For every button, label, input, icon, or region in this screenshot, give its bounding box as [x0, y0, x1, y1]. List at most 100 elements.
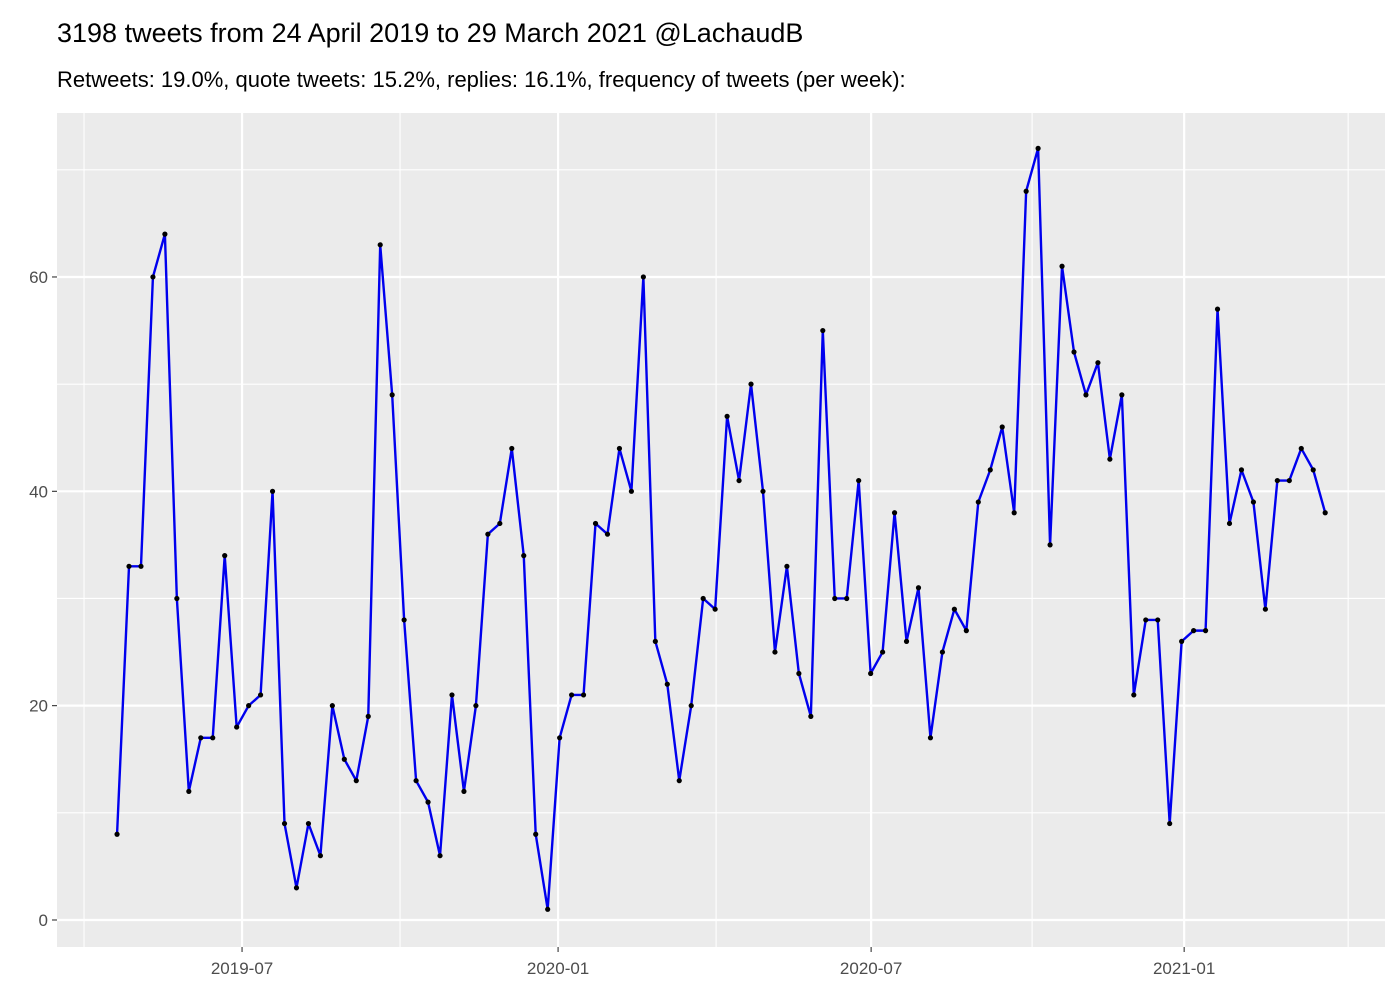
- y-tick-label: 40: [29, 482, 48, 501]
- data-point: [939, 649, 946, 655]
- data-point: [820, 327, 826, 334]
- data-point: [688, 703, 694, 709]
- data-point: [1274, 477, 1280, 484]
- data-point: [856, 477, 862, 484]
- data-point: [1035, 145, 1041, 151]
- x-tick-label: 2019-07: [211, 959, 273, 978]
- data-point: [963, 628, 969, 634]
- data-point: [1131, 692, 1137, 698]
- data-point: [1310, 467, 1316, 473]
- data-point: [1119, 392, 1125, 398]
- data-point: [1322, 510, 1328, 516]
- data-point: [1011, 510, 1017, 516]
- data-point: [628, 488, 635, 494]
- data-point: [461, 788, 467, 794]
- data-point: [1059, 263, 1065, 269]
- data-point: [210, 735, 216, 741]
- data-point: [269, 488, 276, 494]
- data-point: [1250, 499, 1257, 505]
- data-point: [712, 606, 718, 612]
- data-point: [616, 445, 623, 452]
- data-point: [521, 553, 527, 559]
- data-point: [222, 553, 228, 559]
- data-point: [1155, 617, 1161, 623]
- data-point: [903, 638, 910, 644]
- data-point: [652, 638, 658, 644]
- data-point: [915, 585, 922, 591]
- data-point: [377, 242, 383, 248]
- data-point: [509, 445, 515, 452]
- data-point: [1167, 820, 1173, 827]
- data-point: [1179, 638, 1185, 644]
- data-point: [473, 703, 479, 709]
- data-point: [126, 563, 132, 569]
- data-point: [975, 499, 981, 505]
- data-point: [891, 510, 898, 516]
- data-point: [880, 649, 886, 655]
- data-point: [293, 885, 300, 891]
- data-point: [425, 799, 431, 805]
- data-point: [1298, 445, 1304, 452]
- data-point: [927, 735, 934, 741]
- data-point: [317, 853, 323, 859]
- chart-subtitle: Retweets: 19.0%, quote tweets: 15.2%, re…: [57, 67, 906, 92]
- data-point: [1238, 467, 1245, 473]
- y-tick-label: 0: [39, 911, 48, 930]
- x-tick-label: 2020-07: [840, 959, 902, 978]
- data-point: [1202, 628, 1209, 634]
- data-point: [604, 531, 611, 537]
- data-point: [1191, 628, 1197, 634]
- data-point: [1214, 306, 1221, 312]
- data-point: [568, 692, 575, 698]
- data-point: [305, 820, 312, 827]
- data-point: [1286, 477, 1292, 484]
- data-point: [557, 735, 563, 741]
- data-point: [1226, 520, 1233, 527]
- data-point: [724, 413, 730, 419]
- data-point: [1095, 360, 1101, 366]
- data-point: [808, 713, 814, 719]
- data-point: [449, 692, 455, 698]
- data-point: [784, 563, 790, 569]
- data-point: [796, 670, 802, 677]
- data-point: [497, 520, 503, 527]
- y-tick-label: 60: [29, 268, 48, 287]
- data-point: [832, 595, 838, 602]
- data-point: [389, 392, 395, 398]
- data-point: [676, 778, 682, 784]
- data-point: [736, 477, 742, 484]
- data-point: [365, 713, 371, 719]
- data-point: [246, 703, 252, 709]
- data-point: [748, 381, 754, 387]
- data-point: [951, 606, 957, 612]
- data-point: [1071, 349, 1077, 355]
- data-point: [174, 595, 180, 602]
- data-point: [1262, 606, 1268, 612]
- data-point: [545, 906, 551, 912]
- data-point: [257, 692, 264, 698]
- x-tick-label: 2020-01: [527, 959, 589, 978]
- data-point: [413, 778, 419, 784]
- data-point: [138, 563, 144, 569]
- data-point: [234, 724, 240, 730]
- data-point: [329, 703, 335, 709]
- data-point: [1107, 456, 1113, 462]
- chart-title: 3198 tweets from 24 April 2019 to 29 Mar…: [57, 18, 803, 48]
- data-point: [341, 756, 347, 762]
- data-point: [1047, 542, 1053, 548]
- data-point: [162, 231, 168, 237]
- data-point: [760, 488, 766, 494]
- data-point: [772, 649, 778, 655]
- data-point: [114, 831, 120, 837]
- data-point: [987, 467, 993, 473]
- data-point: [640, 274, 646, 280]
- data-point: [1023, 188, 1029, 194]
- x-tick-label: 2021-01: [1153, 959, 1215, 978]
- data-point: [150, 274, 156, 280]
- y-tick-label: 20: [29, 697, 48, 716]
- data-point: [281, 820, 288, 827]
- data-point: [999, 424, 1005, 430]
- data-point: [485, 531, 491, 537]
